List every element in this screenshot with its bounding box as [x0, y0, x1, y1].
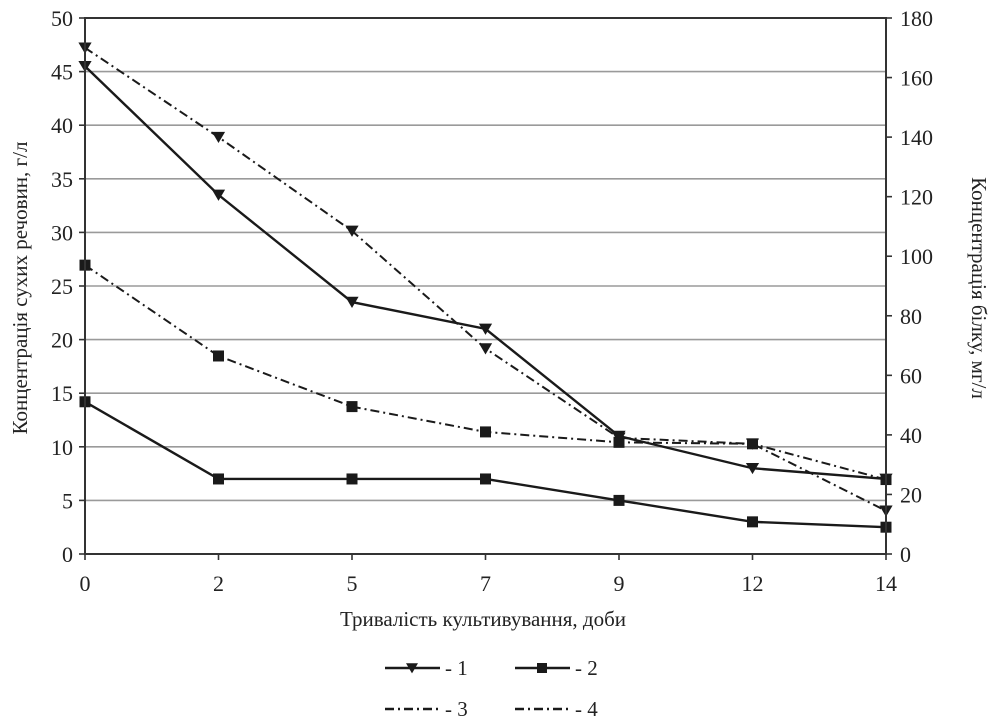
data-point [480, 473, 491, 485]
data-point [346, 473, 358, 485]
y2-tick-label: 60 [900, 363, 922, 388]
data-point [345, 296, 359, 309]
y2-tick-label: 160 [900, 66, 933, 91]
y-tick-label: 10 [51, 435, 73, 460]
data-point [211, 131, 226, 144]
legend-item: - 2 [515, 656, 598, 680]
x-tick-label: 2 [213, 571, 224, 596]
x-tick-label: 0 [80, 571, 91, 596]
x-tick-label: 12 [742, 571, 764, 596]
y-tick-label: 20 [51, 328, 73, 353]
y-tick-label: 50 [51, 6, 73, 31]
data-point [345, 225, 359, 237]
data-point [747, 516, 758, 528]
data-series [78, 42, 893, 533]
y2-tick-label: 20 [900, 482, 922, 507]
y-tick-label: 15 [51, 381, 73, 406]
legend-label: - 2 [575, 656, 598, 680]
y2-tick-label: 120 [900, 185, 933, 210]
series-3 [79, 259, 892, 486]
series-line [84, 400, 887, 529]
data-point [406, 663, 418, 674]
y-tick-label: 0 [62, 542, 73, 567]
legend-item: - 3 [385, 697, 468, 721]
x-tick-label: 5 [347, 571, 358, 596]
axis-ticks: 0510152025303540455002040608010012014016… [51, 6, 933, 596]
legend-label: - 3 [445, 697, 468, 721]
legend-item: - 1 [385, 656, 468, 680]
series-line [84, 65, 887, 481]
y-tick-label: 30 [51, 220, 73, 245]
series-2 [79, 396, 892, 533]
data-point [612, 432, 626, 444]
series-line [84, 46, 887, 512]
x-tick-label: 9 [614, 571, 625, 596]
series-4 [78, 42, 893, 517]
x-tick-label: 7 [480, 571, 491, 596]
data-point [213, 473, 224, 485]
x-tick-label: 14 [875, 571, 897, 596]
x-axis-title: Тривалість культивування, доби [340, 607, 626, 631]
data-point [478, 343, 493, 355]
legend: - 1 - 2 - 3 - 4 [385, 656, 598, 721]
y2-tick-label: 180 [900, 6, 933, 31]
y-axis-title-left: Концентрація сухих речовин, г/л [8, 142, 32, 435]
data-point [346, 401, 358, 413]
y-axis-title-right: Концентрація білку, мг/л [967, 177, 991, 399]
data-point [745, 462, 760, 475]
data-point [613, 494, 625, 506]
y2-tick-label: 140 [900, 125, 933, 150]
data-point [213, 350, 224, 362]
y-tick-label: 45 [51, 60, 73, 85]
y2-tick-label: 0 [900, 542, 911, 567]
y-tick-label: 25 [51, 274, 73, 299]
data-point [537, 663, 547, 673]
y2-tick-label: 40 [900, 423, 922, 448]
y-tick-label: 5 [62, 488, 73, 513]
data-point [478, 323, 493, 335]
y2-tick-label: 80 [900, 304, 922, 329]
data-point [745, 438, 760, 450]
legend-label: - 4 [575, 697, 598, 721]
legend-item: - 4 [515, 697, 598, 721]
legend-label: - 1 [445, 656, 468, 680]
y-tick-label: 35 [51, 167, 73, 192]
y-tick-label: 40 [51, 113, 73, 138]
data-point [480, 426, 491, 438]
data-point [211, 189, 226, 201]
y2-tick-label: 100 [900, 244, 933, 269]
